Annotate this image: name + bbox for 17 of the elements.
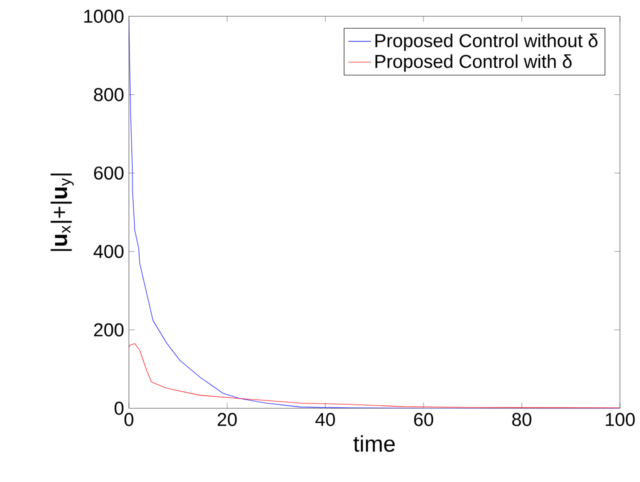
x-tick-label: 80	[512, 412, 532, 426]
legend-label: Proposed Control without δ	[375, 33, 598, 51]
y-tick-label: 400	[94, 244, 124, 258]
y-axis-title: |u$_{x}$|+|u$_{y}$|	[50, 173, 74, 251]
y-tick-label: 600	[94, 166, 124, 180]
x-tick-label: 0	[124, 412, 134, 426]
y-tick-label: 0	[114, 401, 124, 415]
line-series	[128, 343, 620, 408]
y-tick-label: 1000	[84, 9, 124, 23]
x-tick-label: 60	[414, 412, 434, 426]
legend-label: Proposed Control with δ	[375, 54, 572, 72]
x-tick-label: 100	[606, 412, 635, 426]
y-tick-label: 200	[94, 323, 124, 336]
x-tick-label: 40	[315, 412, 335, 426]
y-tick-label: 800	[94, 88, 124, 102]
x-tick-label: 20	[218, 412, 237, 426]
x-axis-title: time	[353, 435, 395, 452]
